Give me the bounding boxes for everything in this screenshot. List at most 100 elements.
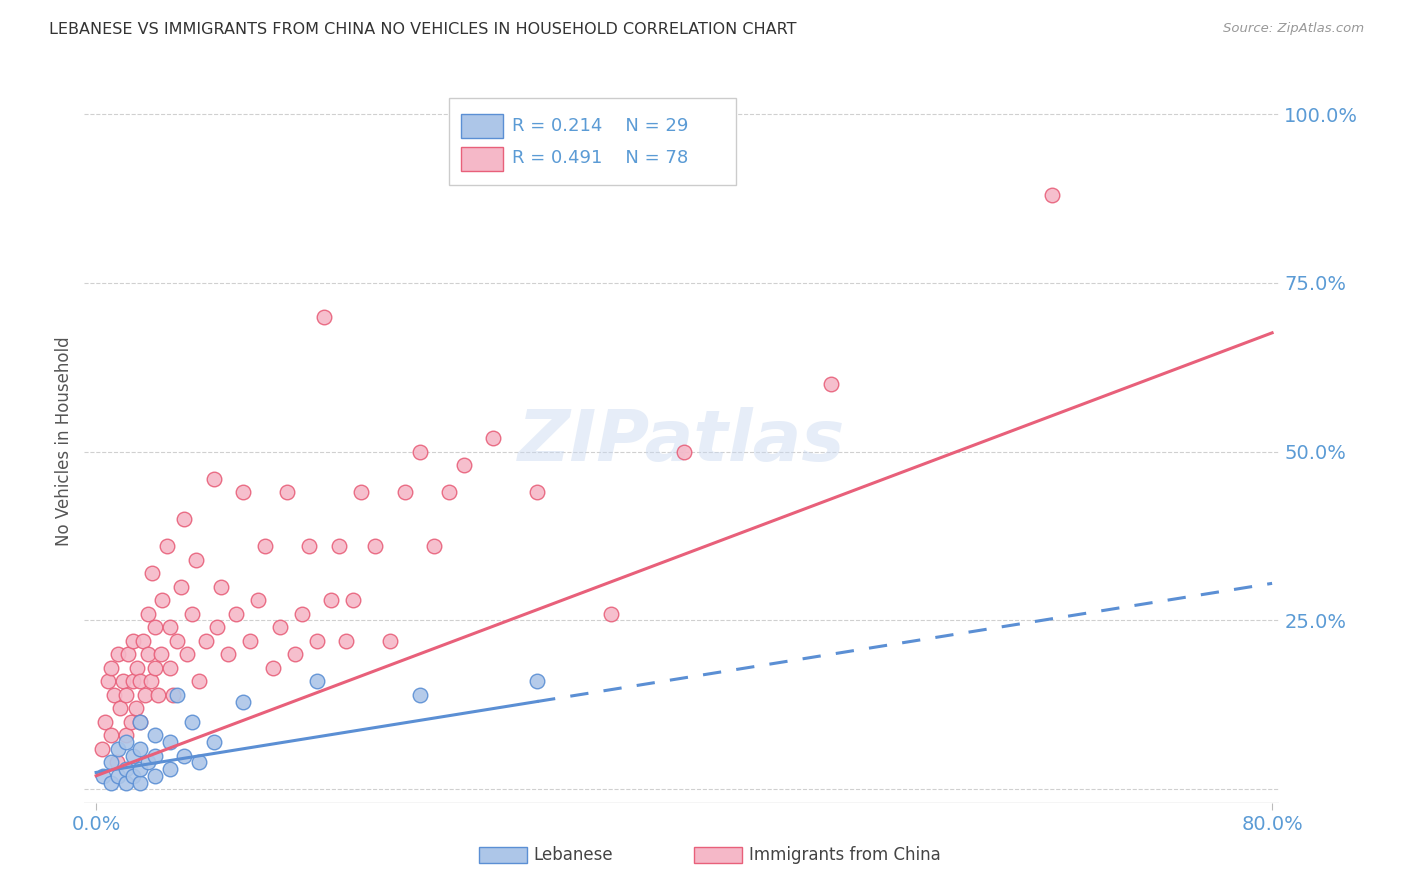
Point [209,580,232,594]
Point [143,769,166,783]
Point [120,714,142,729]
Point [159,620,181,634]
Text: R = 0.214    N = 29: R = 0.214 N = 29 [512,117,689,135]
Point [114,735,136,749]
Point [673,444,696,458]
Point [107,647,129,661]
Point [159,762,181,776]
Point [107,769,129,783]
FancyBboxPatch shape [479,847,527,863]
Point [129,714,152,729]
Point [291,607,314,621]
Point [117,647,139,661]
Point [364,539,387,553]
Point [127,661,149,675]
Point [276,485,298,500]
Point [312,310,335,324]
Point [437,485,460,500]
Point [100,756,122,770]
Point [114,688,136,702]
Point [139,674,162,689]
Text: LEBANESE VS IMMIGRANTS FROM CHINA NO VEHICLES IN HOUSEHOLD CORRELATION CHART: LEBANESE VS IMMIGRANTS FROM CHINA NO VEH… [49,22,797,37]
Point [170,580,193,594]
Point [526,674,548,689]
Point [176,647,198,661]
Point [180,607,202,621]
Point [232,694,254,708]
Point [111,674,134,689]
Point [254,539,277,553]
Point [205,620,228,634]
Point [173,512,195,526]
Point [1040,188,1063,202]
Point [100,661,122,675]
Point [378,633,401,648]
Point [114,728,136,742]
Point [408,688,430,702]
Point [298,539,321,553]
Point [136,647,159,661]
Point [350,485,373,500]
Point [114,762,136,776]
Point [225,607,247,621]
Point [305,674,328,689]
Point [129,775,152,789]
Point [143,748,166,763]
Point [162,688,184,702]
Point [146,688,169,702]
Point [122,748,145,763]
Point [122,674,145,689]
Point [107,741,129,756]
Point [108,701,131,715]
Point [166,633,188,648]
Point [184,552,207,566]
Point [93,769,115,783]
Point [246,593,269,607]
Point [202,472,225,486]
Point [91,741,114,756]
Point [173,748,195,763]
Point [114,775,136,789]
Point [335,633,357,648]
Point [262,661,284,675]
Point [159,735,181,749]
Point [129,674,152,689]
Y-axis label: No Vehicles in Household: No Vehicles in Household [55,336,73,547]
Point [305,633,328,648]
Point [321,593,343,607]
Point [232,485,254,500]
Point [599,607,621,621]
Point [103,688,125,702]
Point [143,661,166,675]
FancyBboxPatch shape [461,147,503,170]
Point [453,458,475,472]
Point [136,607,159,621]
Point [94,714,117,729]
Point [122,633,145,648]
Point [408,444,430,458]
Point [100,728,122,742]
Point [526,485,548,500]
Point [129,741,152,756]
Point [100,775,122,789]
Point [129,762,152,776]
Point [195,633,218,648]
Point [129,714,152,729]
Point [159,661,181,675]
Point [143,620,166,634]
Point [150,593,173,607]
Text: ZIPatlas: ZIPatlas [519,407,845,476]
Point [105,756,128,770]
Point [284,647,307,661]
FancyBboxPatch shape [461,114,503,138]
Point [97,674,120,689]
Text: Immigrants from China: Immigrants from China [749,846,941,863]
Point [141,566,163,581]
Point [125,701,148,715]
Point [132,633,155,648]
Point [143,728,166,742]
Point [217,647,239,661]
Point [122,769,145,783]
Point [136,756,159,770]
Point [166,688,188,702]
